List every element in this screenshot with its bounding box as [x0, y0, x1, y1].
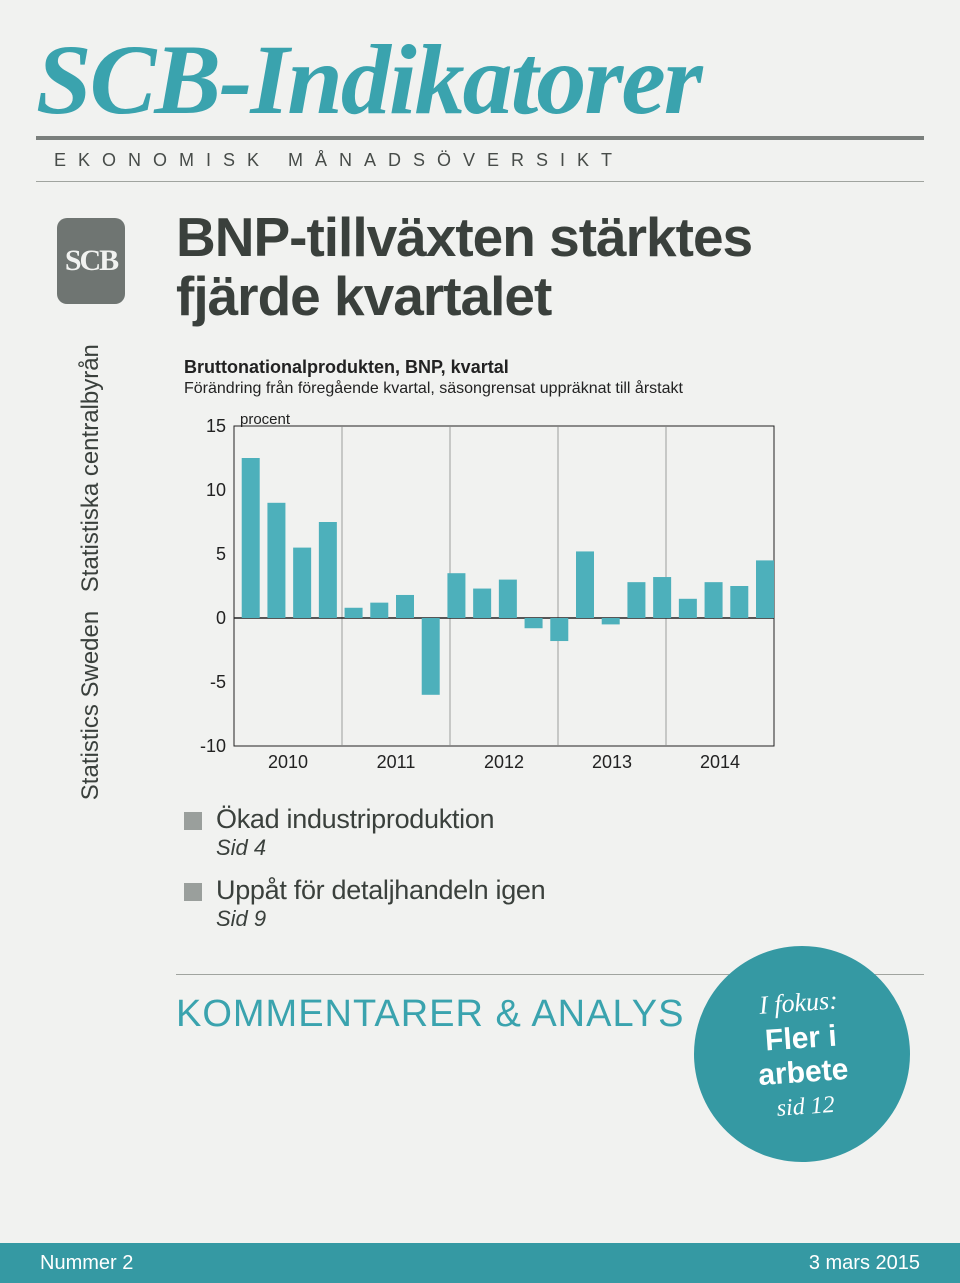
svg-text:2012: 2012: [484, 752, 524, 772]
svg-text:2011: 2011: [377, 752, 416, 772]
focus-line-2: Fler i: [764, 1019, 838, 1058]
highlight-item: Uppåt för detaljhandeln igen Sid 9: [184, 875, 924, 932]
svg-text:10: 10: [206, 480, 226, 500]
bullet-square-icon: [184, 812, 202, 830]
svg-text:2013: 2013: [592, 752, 632, 772]
highlight-item: Ökad industriproduktion Sid 4: [184, 804, 924, 861]
svg-text:-5: -5: [210, 672, 226, 692]
masthead-rule: [36, 136, 924, 140]
svg-text:procent: procent: [240, 411, 291, 428]
sidebar: SCB Statistics Sweden Statistiska centra…: [36, 208, 146, 1036]
bnp-bar-chart: 15 10 5 0 -5 -10 procent 2010 2011 2012 2013 2014: [184, 406, 784, 776]
highlight-page: Sid 4: [216, 835, 494, 861]
focus-line-3: arbete: [757, 1052, 849, 1092]
svg-text:0: 0: [216, 608, 226, 628]
article-headline: BNP-tillväxten stärktes fjärde kvartalet: [176, 208, 924, 327]
headline-line-1: BNP-tillväxten stärktes: [176, 206, 752, 268]
highlight-title: Ökad industriproduktion: [216, 804, 494, 835]
rule-top: [36, 181, 924, 182]
highlight-list: Ökad industriproduktion Sid 4 Uppåt för …: [184, 804, 924, 932]
svg-text:2014: 2014: [700, 752, 740, 772]
footer-date: 3 mars 2015: [809, 1252, 920, 1275]
highlight-title: Uppåt för detaljhandeln igen: [216, 875, 545, 906]
masthead-title: SCB-Indikatorer: [36, 30, 924, 130]
masthead-tagline: EKONOMISK MÅNADSÖVERSIKT: [54, 150, 924, 171]
scb-logo-badge: SCB: [57, 218, 125, 304]
bullet-square-icon: [184, 883, 202, 901]
headline-line-2: fjärde kvartalet: [176, 265, 551, 327]
highlight-page: Sid 9: [216, 906, 545, 932]
footer-issue: Nummer 2: [40, 1252, 133, 1275]
svg-text:5: 5: [216, 544, 226, 564]
footer-bar: Nummer 2 3 mars 2015: [0, 1243, 960, 1283]
chart-subtitle: Förändring från föregående kvartal, säso…: [184, 380, 924, 398]
publisher-en: Statistics Sweden: [77, 611, 104, 800]
svg-text:15: 15: [206, 416, 226, 436]
focus-line-4: sid 12: [776, 1091, 836, 1122]
publisher-vertical-label: Statistics Sweden Statistiska centralbyr…: [72, 344, 110, 800]
chart-title: Bruttonationalprodukten, BNP, kvartal: [184, 357, 924, 378]
svg-text:2010: 2010: [268, 752, 308, 772]
focus-line-1: I fokus:: [758, 985, 839, 1020]
svg-text:-10: -10: [200, 736, 226, 756]
publisher-sv: Statistiska centralbyrån: [77, 344, 104, 592]
